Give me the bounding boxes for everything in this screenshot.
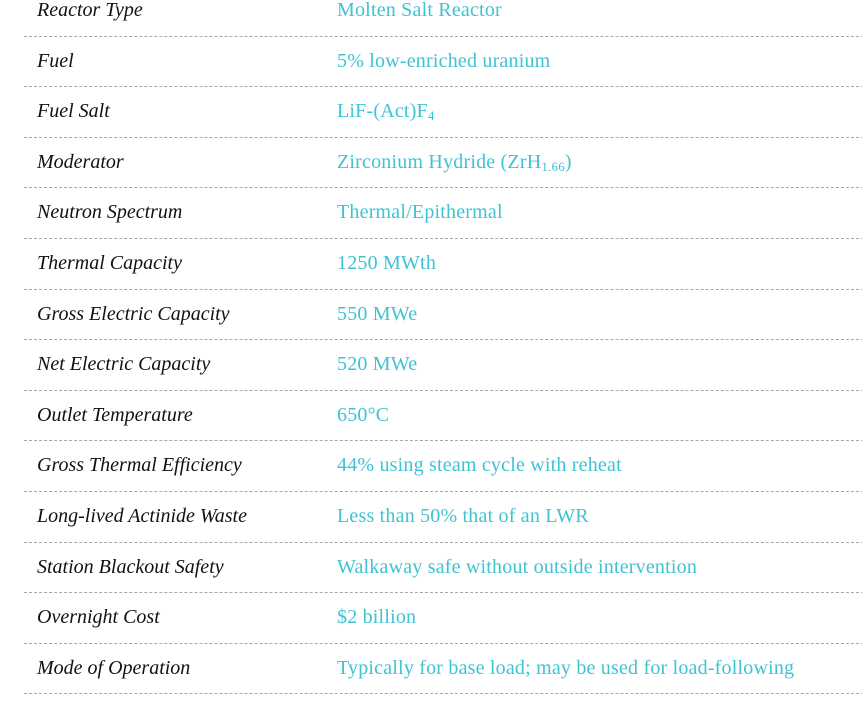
spec-value-text: Walkaway safe without outside interventi… <box>337 555 698 578</box>
spec-value-text: Molten Salt Reactor <box>337 0 502 21</box>
spec-label: Outlet Temperature <box>37 403 193 426</box>
spec-value-text: 520 MWe <box>337 353 418 376</box>
spec-label: Long-lived Actinide Waste <box>37 504 247 527</box>
table-row: Moderator Zirconium Hydride (ZrH1.66) <box>24 138 862 189</box>
spec-value: Thermal/Epithermal <box>337 201 503 224</box>
spec-value-text: LiF-(Act)F <box>337 100 428 123</box>
spec-value: Molten Salt Reactor <box>337 0 502 22</box>
spec-value-suffix: ) <box>564 150 572 173</box>
spec-label: Net Electric Capacity <box>37 353 211 376</box>
table-row: Overnight Cost $2 billion <box>24 593 862 644</box>
spec-value-text: 1250 MWth <box>337 251 437 274</box>
spec-label: Moderator <box>37 150 124 173</box>
spec-value: Typically for base load; may be used for… <box>337 657 794 680</box>
spec-value: 650°C <box>337 404 389 427</box>
spec-label: Mode of Operation <box>37 656 191 679</box>
table-row: Fuel 5% low-enriched uranium <box>24 37 862 88</box>
spec-label: Overnight Cost <box>37 606 160 629</box>
spec-label: Station Blackout Safety <box>37 555 224 578</box>
spec-value: LiF-(Act)F4 <box>337 100 435 123</box>
spec-value-text: 550 MWe <box>337 302 418 325</box>
spec-value-subscript: 1.66 <box>541 158 565 174</box>
spec-value: 44% using steam cycle with reheat <box>337 454 622 477</box>
spec-value: $2 billion <box>337 606 416 629</box>
spec-value: 550 MWe <box>337 303 417 326</box>
spec-value-text: 44% using steam cycle with reheat <box>337 454 622 477</box>
table-row: Gross Thermal Efficiency 44% using steam … <box>24 441 862 492</box>
spec-label: Gross Electric Capacity <box>37 302 230 325</box>
spec-value: 1250 MWth <box>337 252 436 275</box>
spec-label: Fuel <box>37 49 74 72</box>
spec-label: Reactor Type <box>37 0 143 21</box>
spec-label: Neutron Spectrum <box>37 201 183 224</box>
table-row: Station Blackout Safety Walkaway safe wit… <box>24 543 862 594</box>
spec-value-text: Zirconium Hydride (ZrH <box>337 150 542 173</box>
table-row: Mode of Operation Typically for base load… <box>24 644 862 695</box>
spec-label: Gross Thermal Efficiency <box>37 454 242 477</box>
spec-value-text: 650°C <box>337 403 390 426</box>
spec-value: 520 MWe <box>337 353 417 376</box>
spec-value-text: $2 billion <box>337 606 417 629</box>
spec-value: Less than 50% that of an LWR <box>337 505 589 528</box>
reactor-spec-table: Reactor Type Molten Salt Reactor Fuel 5% lo… <box>24 0 862 695</box>
table-row: Gross Electric Capacity 550 MWe <box>24 290 862 341</box>
spec-value-text: 5% low-enriched uranium <box>337 49 551 72</box>
spec-value-text: Less than 50% that of an LWR <box>337 504 589 527</box>
spec-value-text: Typically for base load; may be used for… <box>337 656 795 679</box>
spec-value-subscript: 4 <box>427 108 435 124</box>
table-row: Reactor Type Molten Salt Reactor <box>24 0 862 37</box>
table-row: Neutron Spectrum Thermal/Epithermal <box>24 188 862 239</box>
table-row: Thermal Capacity 1250 MWth <box>24 239 862 290</box>
table-row: Net Electric Capacity 520 MWe <box>24 340 862 391</box>
spec-value-text: Thermal/Epithermal <box>337 201 503 224</box>
spec-value: Walkaway safe without outside interventi… <box>337 556 697 579</box>
table-row: Outlet Temperature 650°C <box>24 391 862 442</box>
spec-label: Thermal Capacity <box>37 251 182 274</box>
table-row: Fuel Salt LiF-(Act)F4 <box>24 87 862 138</box>
spec-label: Fuel Salt <box>37 100 110 123</box>
spec-value: 5% low-enriched uranium <box>337 50 550 73</box>
spec-value: Zirconium Hydride (ZrH1.66) <box>337 151 572 174</box>
table-row: Long-lived Actinide Waste Less than 50% t… <box>24 492 862 543</box>
